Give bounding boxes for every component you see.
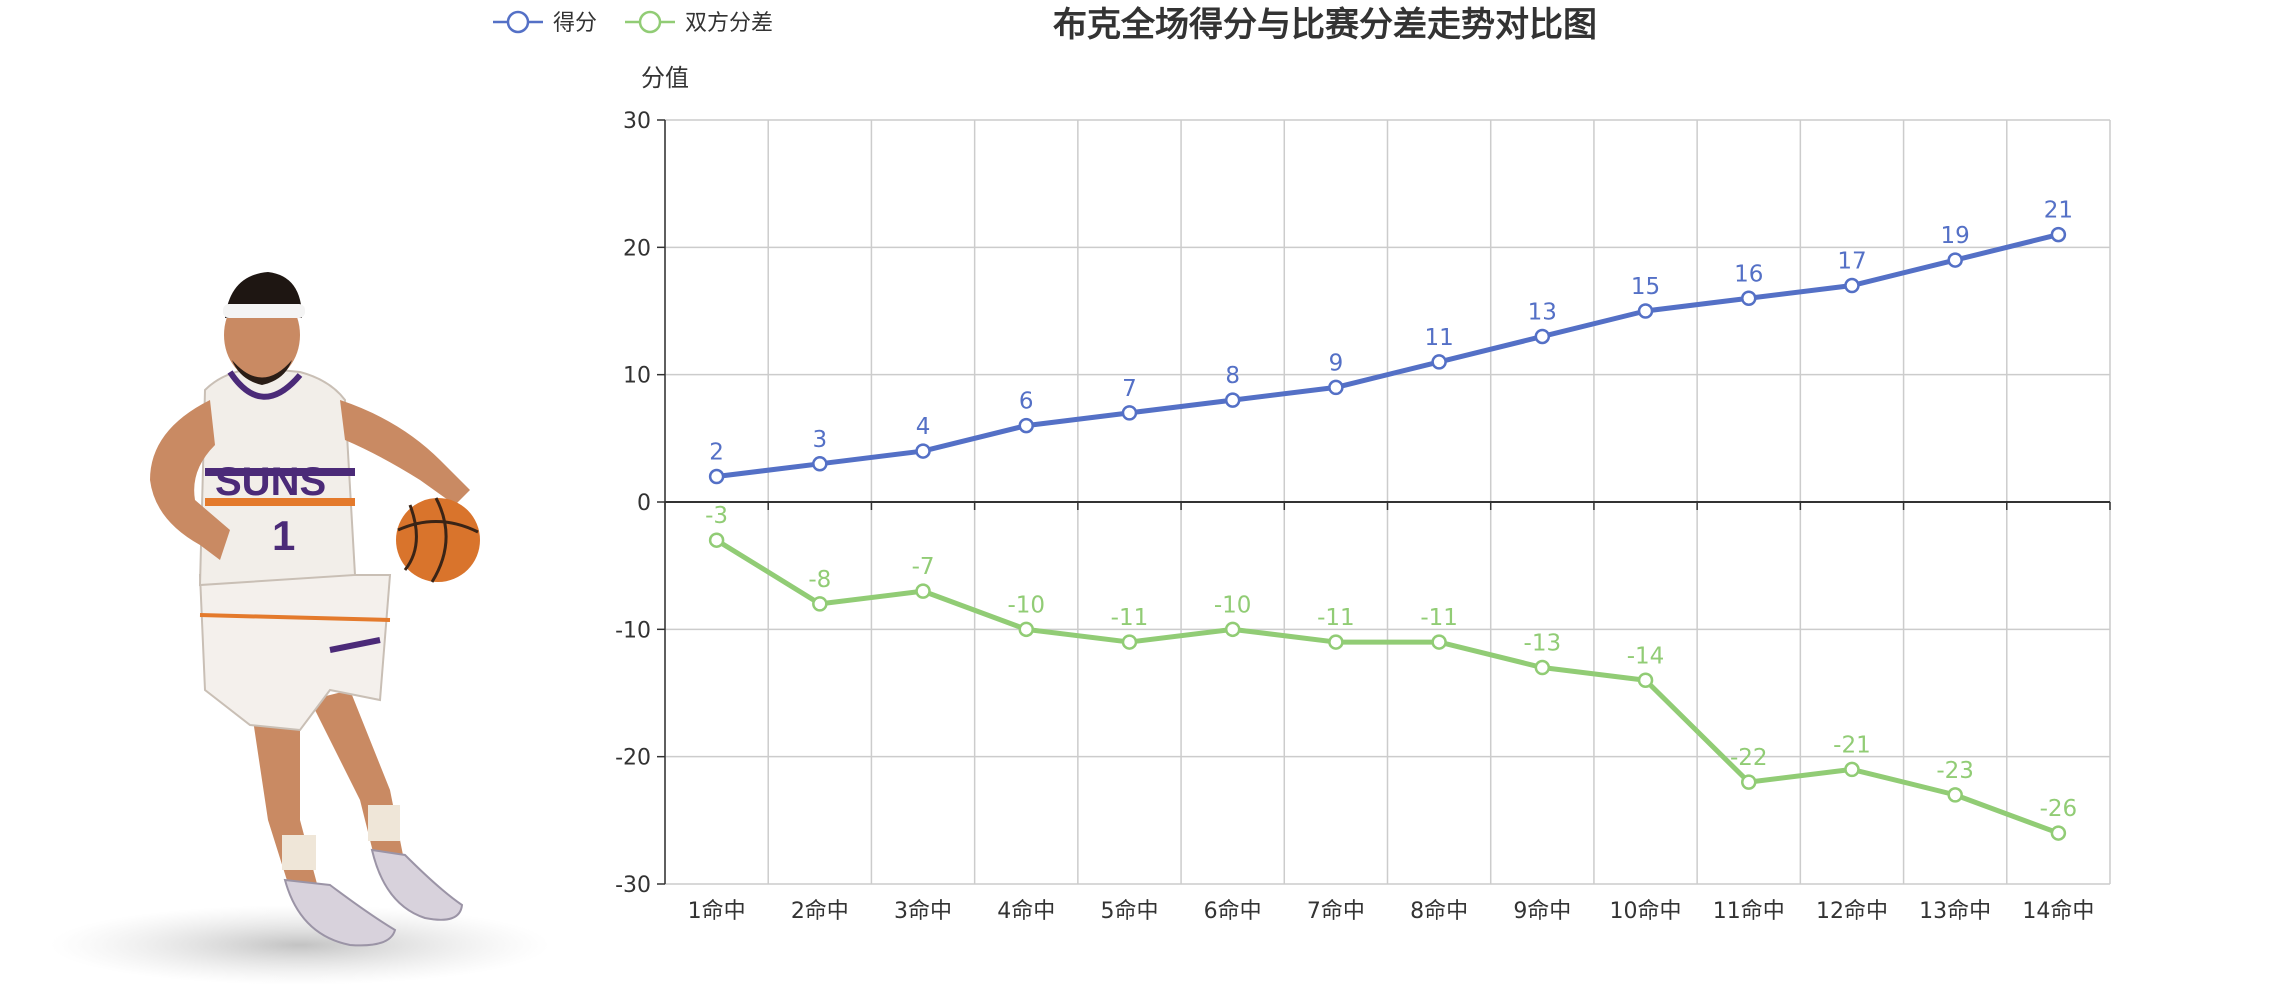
y-tick-label: 30	[623, 109, 651, 134]
data-point[interactable]	[1534, 659, 1551, 676]
data-label: 2	[709, 440, 724, 466]
data-point[interactable]	[1328, 379, 1344, 396]
legend: 得分 双方分差	[493, 10, 773, 36]
series-line-1	[715, 538, 2060, 836]
data-label: 4	[916, 414, 931, 440]
data-point[interactable]	[812, 456, 828, 472]
y-tick-label: -10	[615, 618, 651, 643]
data-label: 8	[1225, 363, 1240, 389]
data-label: -26	[2040, 796, 2078, 822]
x-tick-label: 14命中	[2022, 899, 2094, 924]
data-label: 13	[1528, 299, 1557, 325]
data-point[interactable]	[915, 583, 931, 599]
data-label: 11	[1424, 325, 1453, 351]
data-label: -11	[1317, 605, 1355, 631]
data-point[interactable]	[1637, 672, 1654, 689]
legend-item-1[interactable]: 双方分差	[625, 10, 773, 36]
data-label: -11	[1111, 605, 1149, 631]
x-tick-label: 1命中	[688, 899, 746, 924]
data-label: 16	[1734, 261, 1763, 287]
series-line-0	[716, 232, 2059, 480]
svg-text:1: 1	[272, 512, 295, 559]
data-label: -23	[1936, 758, 1974, 784]
data-label: -22	[1730, 745, 1768, 771]
x-tick-label: 10命中	[1610, 899, 1682, 924]
data-point[interactable]	[2050, 226, 2067, 243]
data-point[interactable]	[708, 468, 725, 485]
legend-label: 双方分差	[685, 11, 773, 36]
data-label: 6	[1019, 389, 1034, 415]
svg-text:SUNS: SUNS	[215, 460, 326, 504]
data-label: 15	[1631, 274, 1660, 300]
y-tick-label: -20	[615, 746, 651, 771]
data-point[interactable]	[1947, 252, 1963, 268]
data-point[interactable]	[1121, 634, 1138, 650]
data-point[interactable]	[1534, 328, 1551, 345]
data-point[interactable]	[1018, 621, 1034, 638]
data-point[interactable]	[1018, 417, 1034, 434]
data-point[interactable]	[2050, 825, 2067, 841]
data-label: 3	[813, 427, 828, 453]
data-point[interactable]	[1224, 621, 1241, 638]
data-point[interactable]	[1844, 761, 1860, 778]
player-photo: SUNS 1	[50, 272, 550, 985]
data-label: -14	[1627, 643, 1665, 669]
y-tick-label: 0	[637, 491, 651, 516]
x-tick-label: 13命中	[1919, 899, 1991, 924]
data-label: 9	[1329, 350, 1344, 376]
data-point[interactable]	[1637, 303, 1654, 319]
data-point[interactable]	[1741, 290, 1757, 307]
x-tick-label: 11命中	[1713, 899, 1785, 924]
data-point[interactable]	[1947, 787, 1963, 803]
chart-title: 布克全场得分与比赛分差走势对比图	[1053, 5, 1597, 45]
data-label: -3	[705, 503, 728, 529]
data-label: -8	[808, 567, 831, 593]
data-label: -13	[1524, 631, 1562, 657]
x-tick-label: 6命中	[1204, 899, 1262, 924]
data-point[interactable]	[1431, 354, 1447, 370]
x-tick-label: 3命中	[894, 899, 952, 924]
data-label: -7	[912, 554, 935, 580]
y-tick-label: -30	[615, 873, 651, 898]
data-point[interactable]	[708, 532, 725, 548]
x-tick-label: 7命中	[1307, 899, 1365, 924]
legend-label: 得分	[553, 11, 597, 36]
data-label: -21	[1833, 732, 1871, 758]
data-label: 7	[1122, 376, 1137, 402]
data-point[interactable]	[1328, 634, 1344, 650]
legend-swatch-marker	[638, 10, 662, 34]
x-tick-label: 5命中	[1100, 899, 1158, 924]
x-tick-label: 4命中	[997, 899, 1055, 924]
x-tick-label: 12命中	[1816, 899, 1888, 924]
legend-item-0[interactable]: 得分	[493, 10, 597, 36]
data-point[interactable]	[915, 443, 931, 459]
x-tick-label: 8命中	[1410, 899, 1468, 924]
x-tick-label: 2命中	[791, 899, 849, 924]
legend-swatch-marker	[506, 10, 530, 34]
y-axis-label: 分值	[641, 64, 689, 92]
data-label: 21	[2044, 198, 2073, 224]
data-label: 17	[1837, 249, 1866, 275]
y-tick-label: 20	[623, 236, 651, 261]
data-point[interactable]	[812, 596, 828, 612]
data-point[interactable]	[1121, 405, 1138, 421]
data-point[interactable]	[1844, 277, 1860, 294]
data-label: -11	[1420, 605, 1458, 631]
data-label: -10	[1007, 592, 1045, 618]
data-point[interactable]	[1224, 392, 1241, 408]
data-point[interactable]	[1741, 774, 1757, 790]
data-label: -10	[1214, 592, 1252, 618]
data-label: 19	[1941, 223, 1970, 249]
data-point[interactable]	[1431, 634, 1447, 650]
y-tick-label: 10	[623, 364, 651, 389]
x-tick-label: 9命中	[1513, 899, 1571, 924]
